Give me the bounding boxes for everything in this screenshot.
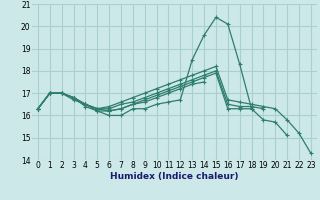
- X-axis label: Humidex (Indice chaleur): Humidex (Indice chaleur): [110, 172, 239, 181]
